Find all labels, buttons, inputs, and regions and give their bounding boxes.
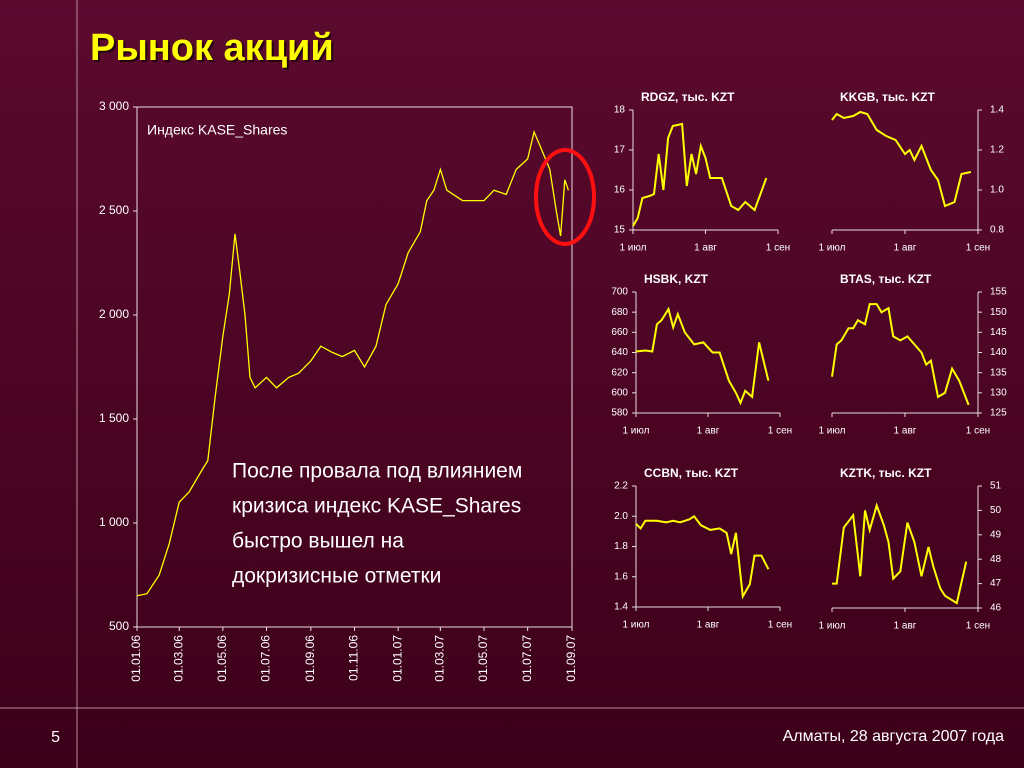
y-tick-label: 140 <box>990 347 1007 358</box>
y-tick-label: 1 000 <box>99 515 129 529</box>
x-tick-label: 01.03.07 <box>433 635 447 682</box>
x-tick-label: 1 сен <box>966 621 990 632</box>
x-tick-label: 1 сен <box>966 243 990 254</box>
chart-title: HSBK, KZT <box>644 272 709 286</box>
x-tick-label: 01.01.07 <box>390 635 404 682</box>
y-tick-label: 2.0 <box>614 511 628 522</box>
x-tick-label: 1 авг <box>894 426 917 437</box>
chart-title: KKGB, тыс. KZT <box>840 90 935 104</box>
x-tick-label: 01.01.06 <box>129 635 143 682</box>
y-tick-label: 620 <box>611 367 628 378</box>
y-tick-label: 3 000 <box>99 99 129 113</box>
y-tick-label: 155 <box>990 287 1007 298</box>
x-tick-label: 01.09.07 <box>564 635 578 682</box>
x-tick-label: 1 июл <box>818 621 845 632</box>
y-tick-label: 2 000 <box>99 307 129 321</box>
y-tick-label: 1.8 <box>614 541 628 552</box>
y-tick-label: 1.0 <box>990 185 1004 196</box>
x-tick-label: 1 июл <box>818 426 845 437</box>
x-tick-label: 1 авг <box>894 243 917 254</box>
y-tick-label: 680 <box>611 307 628 318</box>
y-tick-label: 1.4 <box>614 602 628 613</box>
x-tick-label: 01.05.06 <box>215 635 229 682</box>
x-tick-label: 1 июл <box>622 426 649 437</box>
y-tick-label: 51 <box>990 481 1002 492</box>
title-shadow: Рынок акций <box>92 29 336 71</box>
y-tick-label: 1 500 <box>99 411 129 425</box>
series-line <box>832 502 968 605</box>
y-tick-label: 1.6 <box>614 571 628 582</box>
x-tick-label: 1 сен <box>966 426 990 437</box>
x-tick-label: 1 авг <box>894 621 917 632</box>
y-tick-label: 1.2 <box>990 145 1004 156</box>
y-tick-label: 2.2 <box>614 481 628 492</box>
footer: Алматы, 28 августа 2007 года <box>783 728 1004 745</box>
chart-title: KZTK, тыс. KZT <box>840 466 932 480</box>
x-tick-label: 1 сен <box>768 620 792 631</box>
y-tick-label: 660 <box>611 327 628 338</box>
y-tick-label: 150 <box>990 307 1007 318</box>
series-line <box>136 129 570 597</box>
series-line <box>831 110 972 208</box>
annotation: кризиса индекс KASE_Shares <box>232 495 521 518</box>
x-tick-label: 01.09.06 <box>303 635 317 682</box>
y-tick-label: 0.8 <box>990 225 1004 236</box>
y-tick-label: 135 <box>990 367 1007 378</box>
x-tick-label: 1 авг <box>697 620 720 631</box>
x-tick-label: 01.11.06 <box>347 635 361 681</box>
x-tick-label: 1 сен <box>766 243 790 254</box>
series-line <box>831 303 970 406</box>
highlight-circle <box>534 148 596 246</box>
annotation: После провала под влиянием <box>232 460 522 483</box>
y-tick-label: 130 <box>990 387 1007 398</box>
chart-title: RDGZ, тыс. KZT <box>641 90 735 104</box>
chart-title: CCBN, тыс. KZT <box>644 466 739 480</box>
series-line <box>635 514 770 600</box>
annotation: быстро вышел на <box>232 530 404 553</box>
y-tick-label: 49 <box>990 529 1002 540</box>
y-tick-label: 600 <box>611 387 628 398</box>
x-tick-label: 01.07.06 <box>259 635 273 682</box>
y-tick-label: 15 <box>614 225 626 236</box>
x-tick-label: 01.05.07 <box>476 635 490 682</box>
x-tick-label: 01.03.06 <box>171 635 185 682</box>
x-tick-label: 1 авг <box>694 243 717 254</box>
y-tick-label: 47 <box>990 578 1002 589</box>
y-tick-label: 2 500 <box>99 203 129 217</box>
x-tick-label: 01.07.07 <box>520 635 534 682</box>
series-line <box>635 306 770 406</box>
legend-label: Индекс KASE_Shares <box>147 122 287 138</box>
annotation: докризисные отметки <box>232 565 441 588</box>
x-tick-label: 1 июл <box>622 620 649 631</box>
x-tick-label: 1 июл <box>818 243 845 254</box>
y-tick-label: 500 <box>109 619 129 633</box>
y-tick-label: 1.4 <box>990 105 1004 116</box>
y-tick-label: 16 <box>614 185 626 196</box>
x-tick-label: 1 июл <box>619 243 646 254</box>
y-tick-label: 145 <box>990 327 1007 338</box>
y-tick-label: 17 <box>614 145 626 156</box>
y-tick-label: 18 <box>614 105 626 116</box>
y-tick-label: 125 <box>990 408 1007 419</box>
x-tick-label: 1 авг <box>697 426 720 437</box>
y-tick-label: 46 <box>990 603 1002 614</box>
y-tick-label: 700 <box>611 287 628 298</box>
slide-title: Рынок акций <box>90 27 334 69</box>
page-number: 5 <box>51 729 60 746</box>
y-tick-label: 640 <box>611 347 628 358</box>
y-tick-label: 48 <box>990 554 1002 565</box>
y-tick-label: 580 <box>611 408 628 419</box>
chart-title: BTAS, тыс. KZT <box>840 272 932 286</box>
series-line <box>632 122 768 227</box>
x-tick-label: 1 сен <box>768 426 792 437</box>
y-tick-label: 50 <box>990 505 1002 516</box>
